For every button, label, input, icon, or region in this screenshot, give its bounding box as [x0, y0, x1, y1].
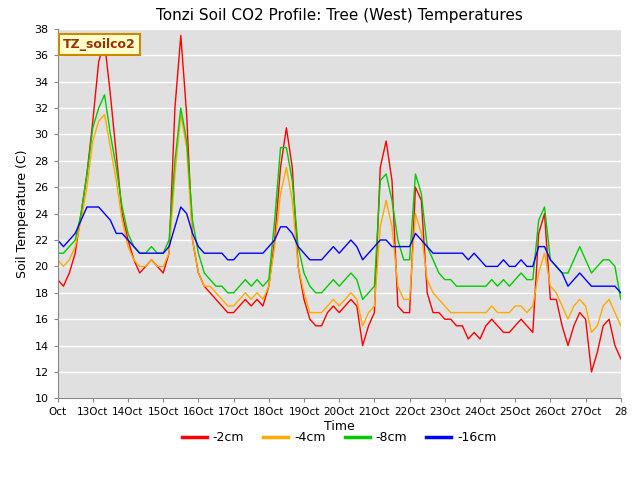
-8cm: [341, 276, 349, 282]
-2cm: [493, 323, 501, 329]
-4cm: [493, 310, 501, 315]
-2cm: [341, 303, 349, 309]
-16cm: [206, 251, 214, 256]
-16cm: [617, 290, 625, 296]
Line: -2cm: -2cm: [58, 36, 621, 372]
-16cm: [100, 211, 108, 216]
Text: TZ_soilco2: TZ_soilco2: [63, 38, 136, 51]
-4cm: [206, 283, 214, 289]
Line: -4cm: -4cm: [58, 115, 621, 332]
-8cm: [71, 237, 79, 243]
Line: -8cm: -8cm: [58, 95, 621, 300]
-4cm: [54, 257, 61, 263]
Line: -16cm: -16cm: [58, 207, 621, 293]
-4cm: [382, 198, 390, 204]
-2cm: [617, 356, 625, 362]
-16cm: [71, 230, 79, 236]
-2cm: [177, 33, 184, 38]
-2cm: [71, 251, 79, 256]
-4cm: [71, 244, 79, 250]
X-axis label: Time: Time: [324, 420, 355, 433]
-8cm: [500, 276, 508, 282]
Legend: -2cm, -4cm, -8cm, -16cm: -2cm, -4cm, -8cm, -16cm: [177, 426, 502, 449]
-8cm: [206, 276, 214, 282]
-8cm: [388, 198, 396, 204]
-16cm: [341, 244, 349, 250]
-4cm: [617, 323, 625, 329]
-8cm: [54, 251, 61, 256]
-2cm: [588, 369, 595, 375]
-2cm: [382, 138, 390, 144]
-16cm: [54, 237, 61, 243]
-8cm: [100, 92, 108, 98]
-4cm: [341, 297, 349, 302]
-8cm: [617, 297, 625, 302]
-2cm: [95, 59, 102, 65]
-2cm: [54, 276, 61, 282]
-4cm: [588, 329, 595, 335]
-16cm: [83, 204, 91, 210]
-4cm: [95, 119, 102, 124]
-2cm: [206, 290, 214, 296]
-16cm: [382, 237, 390, 243]
Title: Tonzi Soil CO2 Profile: Tree (West) Temperatures: Tonzi Soil CO2 Profile: Tree (West) Temp…: [156, 9, 523, 24]
-8cm: [359, 297, 367, 302]
Y-axis label: Soil Temperature (C): Soil Temperature (C): [16, 149, 29, 278]
-4cm: [100, 112, 108, 118]
-16cm: [493, 264, 501, 269]
-8cm: [95, 105, 102, 111]
